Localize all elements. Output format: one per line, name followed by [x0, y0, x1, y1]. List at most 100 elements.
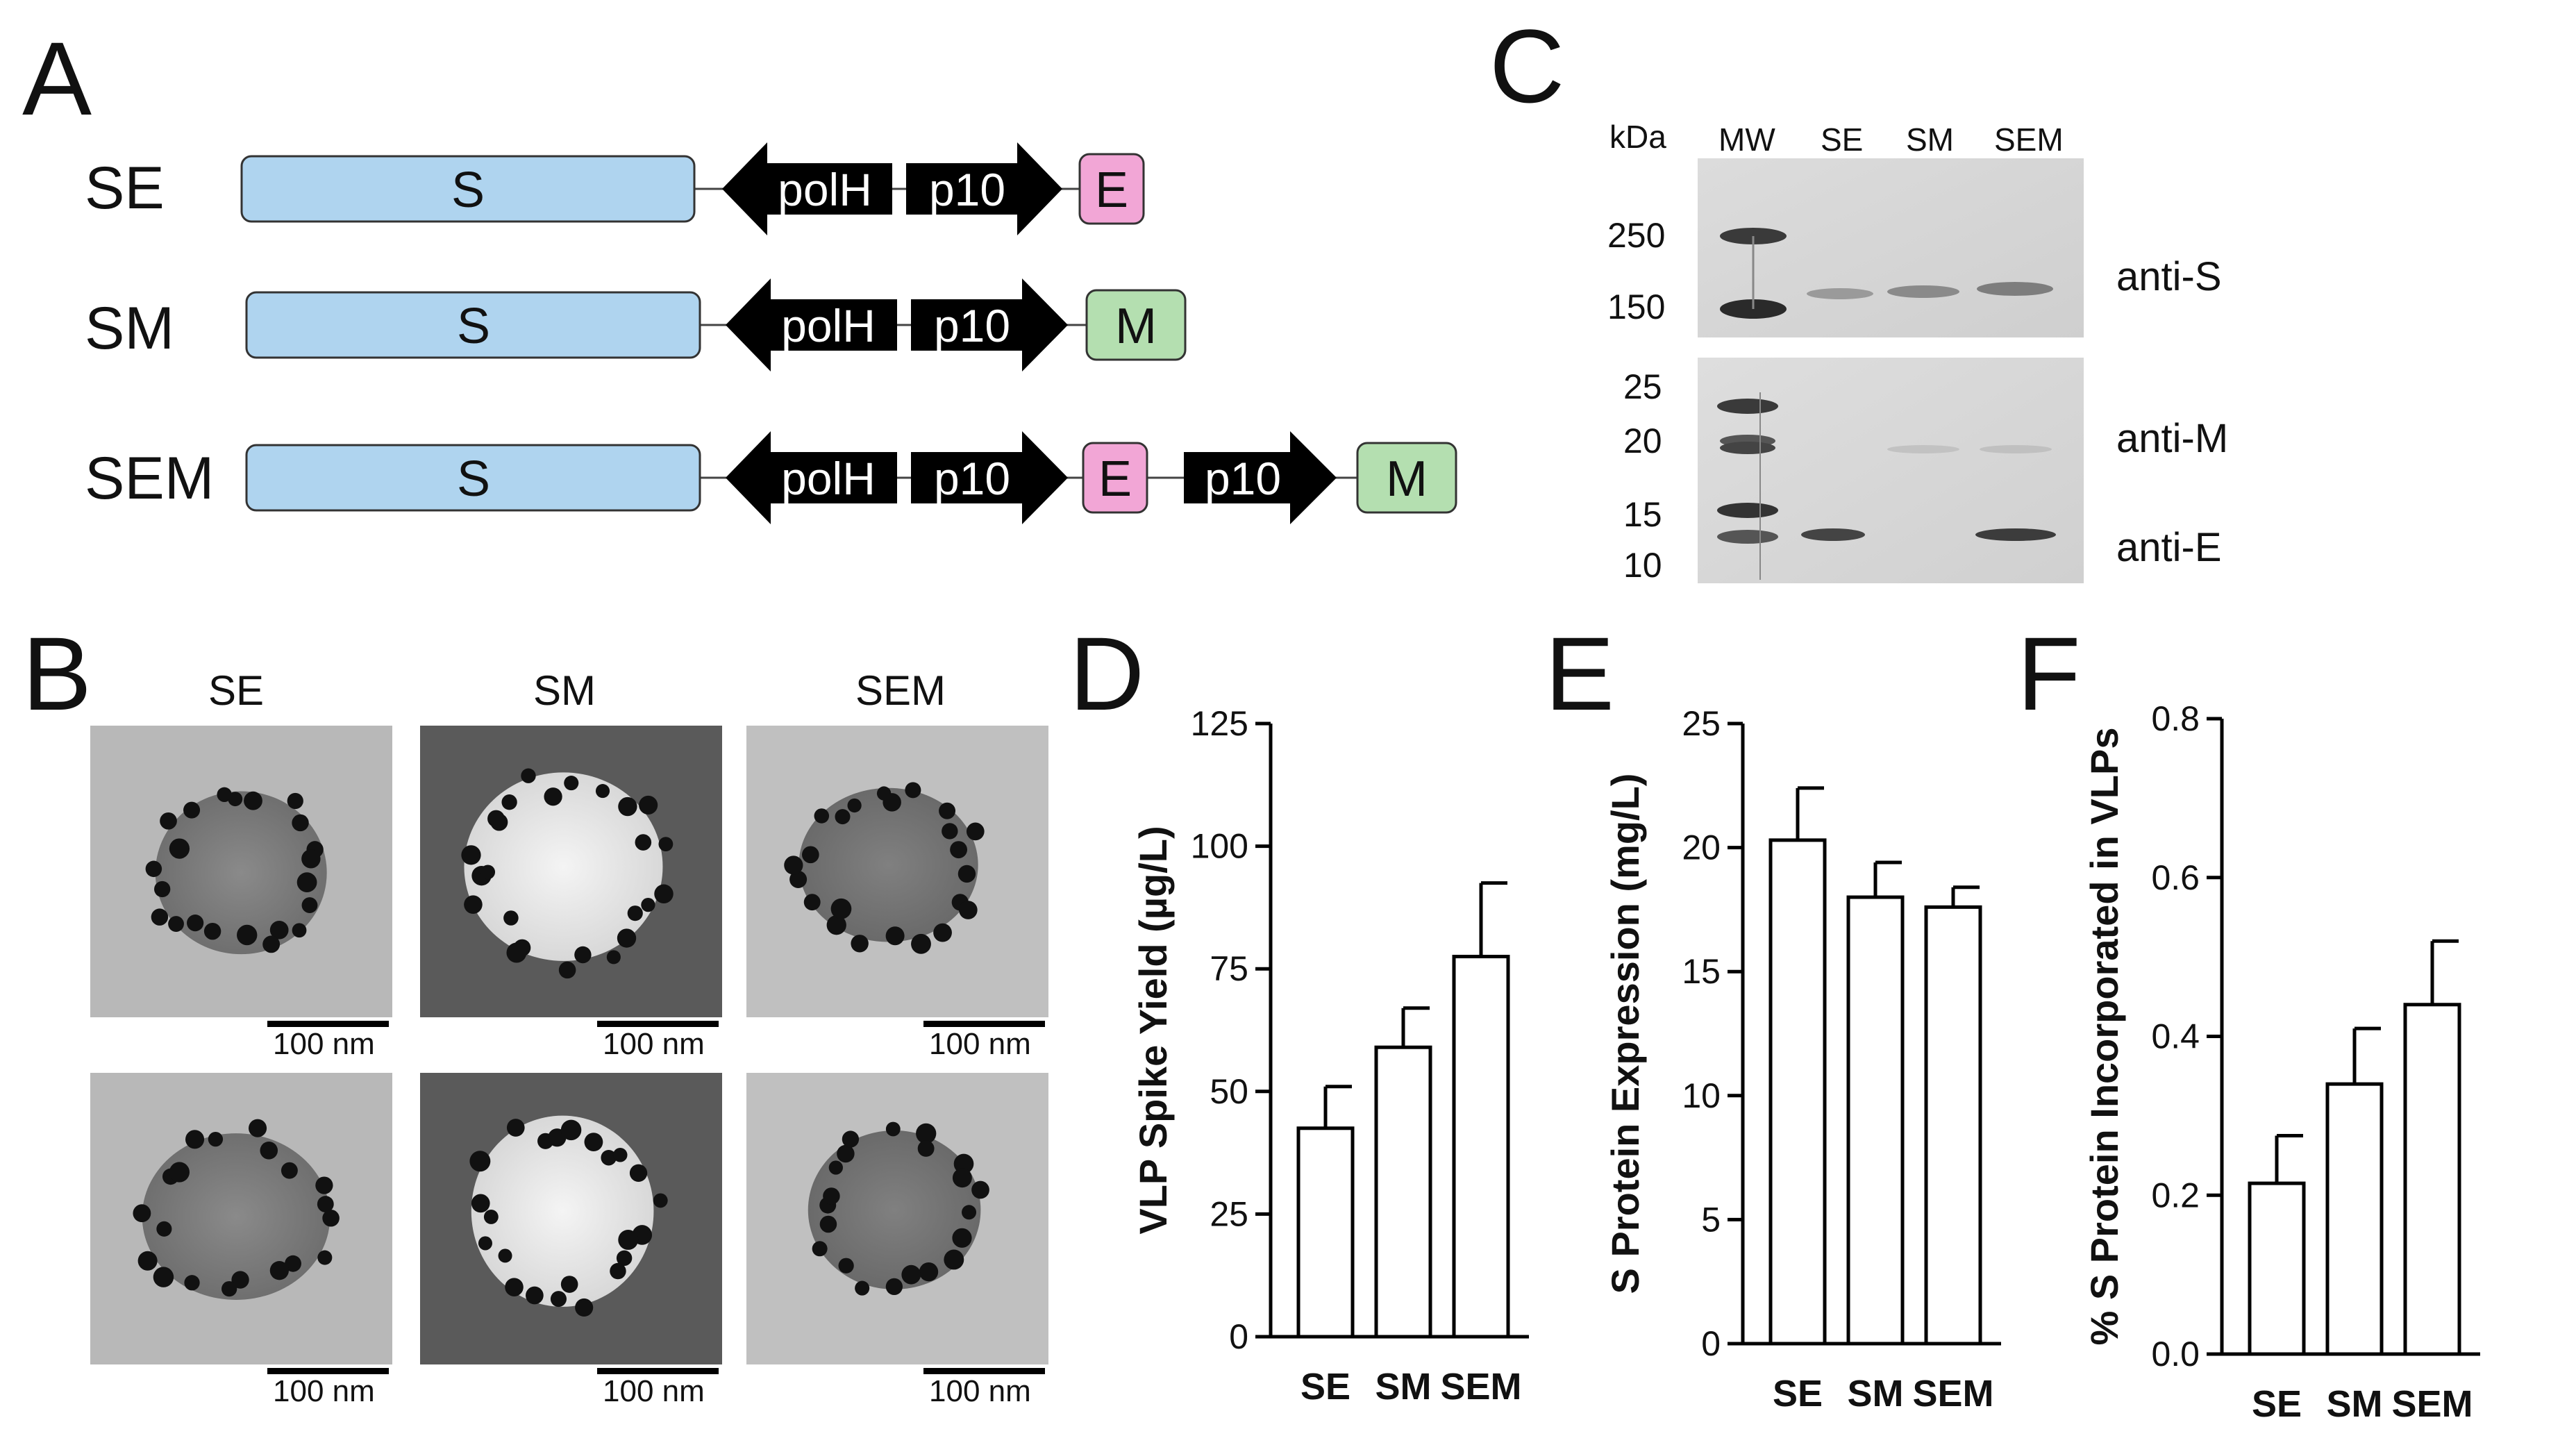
bar: [1768, 838, 1827, 1346]
y-tick-label: 125: [1191, 704, 1248, 743]
marker-10: 10: [1623, 546, 1662, 585]
scale-bar-label: 100 nm: [603, 1027, 705, 1061]
x-tick-label: SM: [2327, 1383, 2383, 1425]
scale-bar-label: 100 nm: [603, 1374, 705, 1408]
polh-label: polH: [781, 453, 876, 504]
p10-promoter-arrow: [906, 142, 1062, 235]
e-gene-block: [1082, 442, 1148, 514]
antibody-label-m: anti-M: [2116, 416, 2229, 461]
chart-s-protein-expression: 0 5 10 15 20 25 S Protein Expression (mg/L) SE S…: [1603, 704, 2001, 1414]
marker-20: 20: [1623, 421, 1662, 460]
construct-diagram: SE S polH p10 E SM S polH p10 M SEM S po…: [85, 142, 1457, 524]
p10-promoter-arrow: [911, 431, 1068, 524]
tem-micrograph: [746, 1073, 1048, 1364]
scale-bar-label: 100 nm: [273, 1027, 375, 1061]
polh-promoter-arrow: [726, 278, 897, 371]
y-tick-label: 25: [1210, 1194, 1248, 1233]
polh-promoter-arrow: [722, 142, 892, 235]
panel-label-b: B: [22, 615, 92, 732]
tem-micrograph: [746, 726, 1048, 1017]
s-gene-block: [245, 291, 701, 359]
western-blot-top: [1698, 158, 2084, 337]
bar: [1296, 1126, 1355, 1339]
s-gene-label: S: [457, 451, 490, 507]
tem-column-header-sem: SEM: [855, 667, 946, 714]
antibody-label-e: anti-E: [2116, 525, 2222, 570]
s-gene-block: [245, 444, 701, 512]
x-tick-label: SEM: [1912, 1373, 1993, 1414]
bar: [1846, 895, 1905, 1346]
e-gene-label: E: [1095, 162, 1128, 218]
lane-label-se: SE: [1821, 122, 1864, 158]
construct-name: SM: [85, 295, 174, 362]
panel-label-e: E: [1545, 615, 1615, 732]
lane-label-sm: SM: [1906, 122, 1954, 158]
scale-bar: [267, 1021, 389, 1027]
marker-250: 250: [1607, 216, 1666, 255]
x-tick-label: SEM: [2391, 1383, 2473, 1425]
chart-s-protein-incorporated: 0.0 0.2 0.4 0.6 0.8 % S Protein Incorporated …: [2082, 699, 2480, 1425]
p10-label: p10: [934, 453, 1010, 504]
tem-column-header-se: SE: [208, 667, 265, 714]
scale-bar: [597, 1368, 719, 1374]
y-tick-label: 25: [1682, 704, 1721, 743]
scale-bar: [923, 1368, 1045, 1374]
polh-promoter-arrow: [726, 431, 897, 524]
y-tick-label: 0.2: [2151, 1176, 2200, 1214]
antibody-label-s: anti-S: [2116, 254, 2222, 299]
panel-label-a: A: [22, 20, 92, 137]
construct-name: SEM: [85, 445, 214, 512]
construct-name: SE: [85, 155, 165, 222]
x-tick-label: SE: [1773, 1373, 1823, 1414]
scale-bar: [597, 1021, 719, 1027]
scale-bar: [267, 1368, 389, 1374]
s-gene-label: S: [457, 299, 490, 354]
y-tick-label: 0: [1701, 1324, 1721, 1363]
bar: [2403, 1003, 2461, 1356]
m-gene-block: [1356, 442, 1457, 514]
scale-bar-label: 100 nm: [273, 1374, 375, 1408]
y-tick-label: 100: [1191, 827, 1248, 866]
bar: [1924, 905, 1982, 1346]
x-tick-label: SM: [1848, 1373, 1904, 1414]
tem-micrograph: [420, 726, 722, 1017]
marker-25: 25: [1623, 367, 1662, 406]
marker-15: 15: [1623, 495, 1662, 534]
kda-label: kDa: [1609, 119, 1666, 155]
m-gene-label: M: [1386, 451, 1428, 507]
y-tick-label: 10: [1682, 1076, 1721, 1115]
y-tick-label: 20: [1682, 828, 1721, 867]
tem-micrograph: [90, 726, 392, 1017]
p10-label: p10: [929, 164, 1005, 215]
x-tick-label: SM: [1375, 1366, 1432, 1408]
m-gene-label: M: [1115, 299, 1157, 354]
construct-row-se: SE S polH p10 E: [85, 142, 1145, 235]
y-tick-label: 0.4: [2151, 1017, 2200, 1056]
y-axis-label: S Protein Expression (mg/L): [1603, 774, 1647, 1294]
x-tick-label: SEM: [1440, 1366, 1521, 1408]
y-axis-label: VLP Spike Yield (µg/L): [1131, 826, 1175, 1234]
scale-bar-label: 100 nm: [929, 1027, 1031, 1061]
y-tick-label: 15: [1682, 952, 1721, 991]
y-tick-label: 75: [1210, 949, 1248, 988]
bar: [1452, 955, 1510, 1339]
p10-promoter-arrow-2: [1184, 431, 1337, 524]
western-blot-bottom: [1698, 358, 2084, 583]
p10-label-2: p10: [1205, 453, 1281, 504]
panel-label-f: F: [2017, 615, 2081, 732]
polh-label: polH: [781, 300, 876, 351]
tem-micrograph: [420, 1073, 722, 1364]
m-gene-block: [1085, 289, 1187, 361]
tem-column-header-sm: SM: [533, 667, 596, 714]
y-tick-label: 0: [1229, 1317, 1248, 1356]
p10-promoter-arrow: [911, 278, 1068, 371]
y-tick-label: 0.0: [2151, 1335, 2200, 1374]
y-tick-label: 0.8: [2151, 699, 2200, 738]
scale-bar-label: 100 nm: [929, 1374, 1031, 1408]
x-tick-label: SE: [1300, 1366, 1350, 1408]
construct-row-sem: SEM S polH p10 E p10 M: [85, 431, 1457, 524]
scale-bar: [923, 1021, 1045, 1027]
panel-label-d: D: [1069, 615, 1145, 732]
construct-row-sm: SM S polH p10 M: [85, 278, 1187, 371]
bar: [2248, 1181, 2306, 1356]
